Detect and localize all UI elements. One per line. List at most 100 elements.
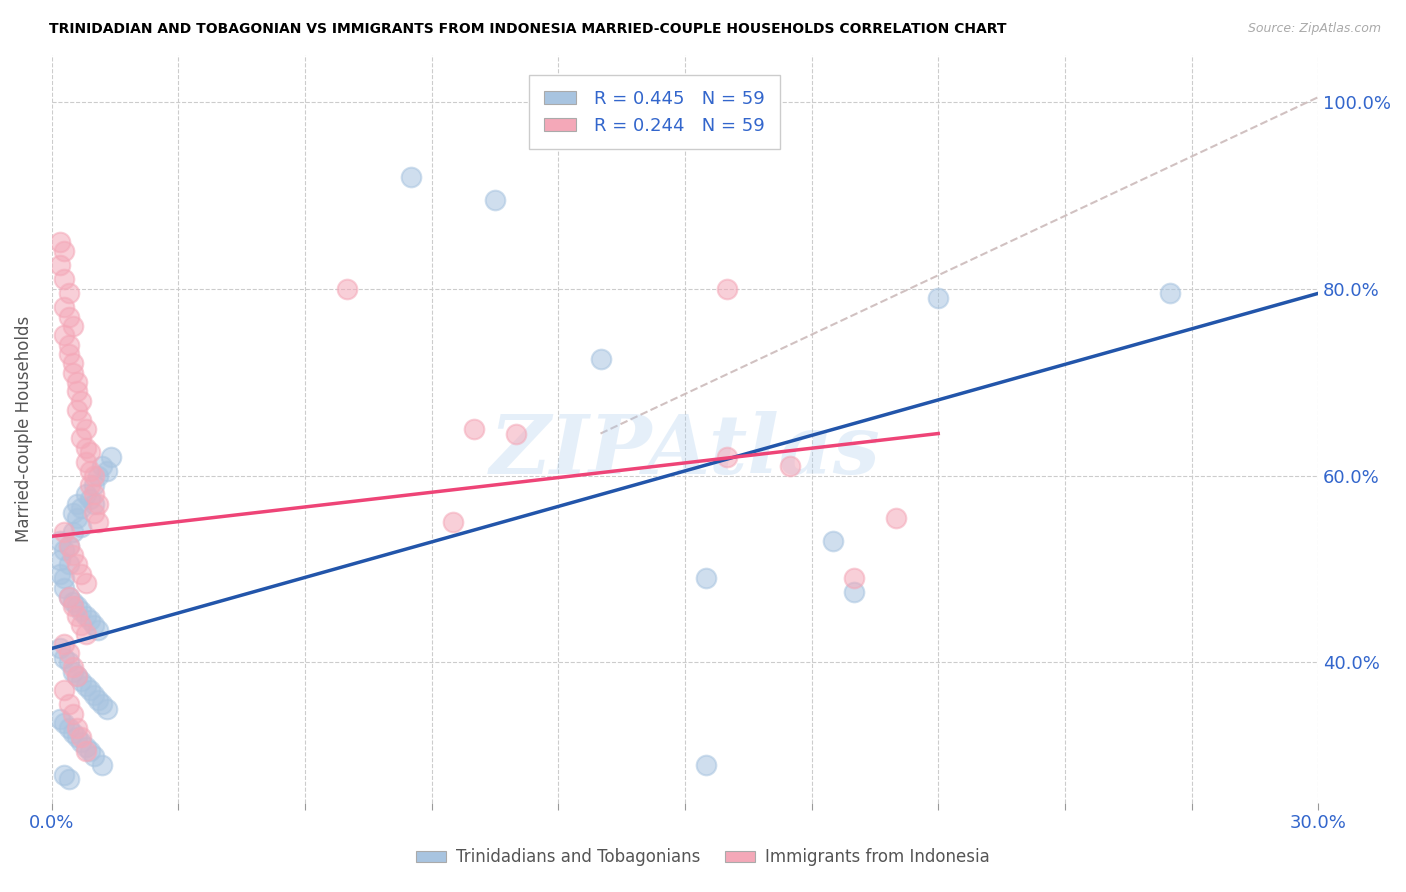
Point	[821, 533, 844, 548]
Point	[62, 356, 84, 370]
Point	[79, 445, 101, 459]
Point	[87, 623, 110, 637]
Point	[96, 464, 118, 478]
Point	[91, 758, 114, 772]
Point	[83, 487, 105, 501]
Point	[70, 393, 93, 408]
Point	[87, 468, 110, 483]
Y-axis label: Married-couple Households: Married-couple Households	[15, 316, 32, 542]
Point	[70, 674, 93, 689]
Point	[75, 744, 97, 758]
Point	[70, 604, 93, 618]
Point	[75, 679, 97, 693]
Point	[53, 328, 76, 343]
Point	[53, 637, 76, 651]
Point	[100, 450, 122, 464]
Point	[53, 650, 76, 665]
Point	[62, 706, 84, 721]
Point	[842, 571, 865, 585]
Point	[62, 660, 84, 674]
Point	[53, 524, 76, 539]
Point	[83, 468, 105, 483]
Point	[79, 464, 101, 478]
Point	[62, 595, 84, 609]
Point	[75, 487, 97, 501]
Point	[336, 282, 359, 296]
Point	[87, 693, 110, 707]
Point	[779, 459, 801, 474]
Point	[91, 459, 114, 474]
Point	[87, 497, 110, 511]
Point	[83, 688, 105, 702]
Point	[66, 375, 89, 389]
Point	[53, 543, 76, 558]
Point	[75, 441, 97, 455]
Point	[58, 539, 80, 553]
Point	[62, 319, 84, 334]
Point	[79, 683, 101, 698]
Point	[884, 510, 907, 524]
Point	[96, 702, 118, 716]
Point	[399, 169, 422, 184]
Point	[58, 772, 80, 787]
Point	[62, 548, 84, 562]
Point	[58, 338, 80, 352]
Point	[1159, 286, 1181, 301]
Point	[842, 585, 865, 599]
Legend: Trinidadians and Tobagonians, Immigrants from Indonesia: Trinidadians and Tobagonians, Immigrants…	[409, 842, 997, 873]
Point	[79, 491, 101, 506]
Point	[66, 608, 89, 623]
Point	[695, 758, 717, 772]
Point	[70, 566, 93, 581]
Point	[62, 524, 84, 539]
Point	[49, 641, 72, 656]
Point	[484, 193, 506, 207]
Point	[49, 552, 72, 566]
Point	[505, 426, 527, 441]
Point	[53, 716, 76, 731]
Point	[58, 646, 80, 660]
Point	[53, 571, 76, 585]
Point	[66, 730, 89, 744]
Point	[66, 721, 89, 735]
Point	[53, 767, 76, 781]
Point	[66, 384, 89, 399]
Point	[87, 516, 110, 530]
Point	[66, 510, 89, 524]
Point	[62, 366, 84, 380]
Point	[75, 608, 97, 623]
Point	[58, 347, 80, 361]
Point	[66, 669, 89, 683]
Point	[589, 351, 612, 366]
Point	[49, 235, 72, 249]
Point	[83, 478, 105, 492]
Text: Source: ZipAtlas.com: Source: ZipAtlas.com	[1247, 22, 1381, 36]
Point	[70, 618, 93, 632]
Point	[49, 711, 72, 725]
Point	[79, 744, 101, 758]
Point	[58, 558, 80, 572]
Point	[75, 627, 97, 641]
Point	[53, 244, 76, 259]
Point	[441, 516, 464, 530]
Point	[716, 282, 738, 296]
Point	[49, 258, 72, 272]
Point	[58, 286, 80, 301]
Point	[70, 520, 93, 534]
Point	[70, 501, 93, 516]
Point	[58, 721, 80, 735]
Point	[463, 422, 485, 436]
Text: TRINIDADIAN AND TOBAGONIAN VS IMMIGRANTS FROM INDONESIA MARRIED-COUPLE HOUSEHOLD: TRINIDADIAN AND TOBAGONIAN VS IMMIGRANTS…	[49, 22, 1007, 37]
Point	[83, 497, 105, 511]
Point	[66, 497, 89, 511]
Point	[70, 730, 93, 744]
Point	[53, 581, 76, 595]
Point	[927, 291, 949, 305]
Point	[75, 422, 97, 436]
Point	[58, 656, 80, 670]
Point	[75, 739, 97, 754]
Point	[716, 450, 738, 464]
Point	[58, 310, 80, 324]
Point	[70, 412, 93, 426]
Point	[66, 558, 89, 572]
